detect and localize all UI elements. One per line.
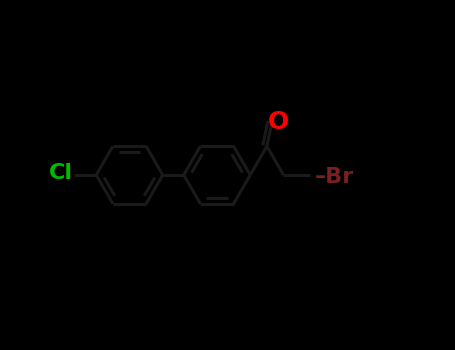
Text: –Br: –Br [315, 167, 354, 187]
Text: O: O [268, 110, 289, 134]
Text: Cl: Cl [48, 163, 72, 183]
